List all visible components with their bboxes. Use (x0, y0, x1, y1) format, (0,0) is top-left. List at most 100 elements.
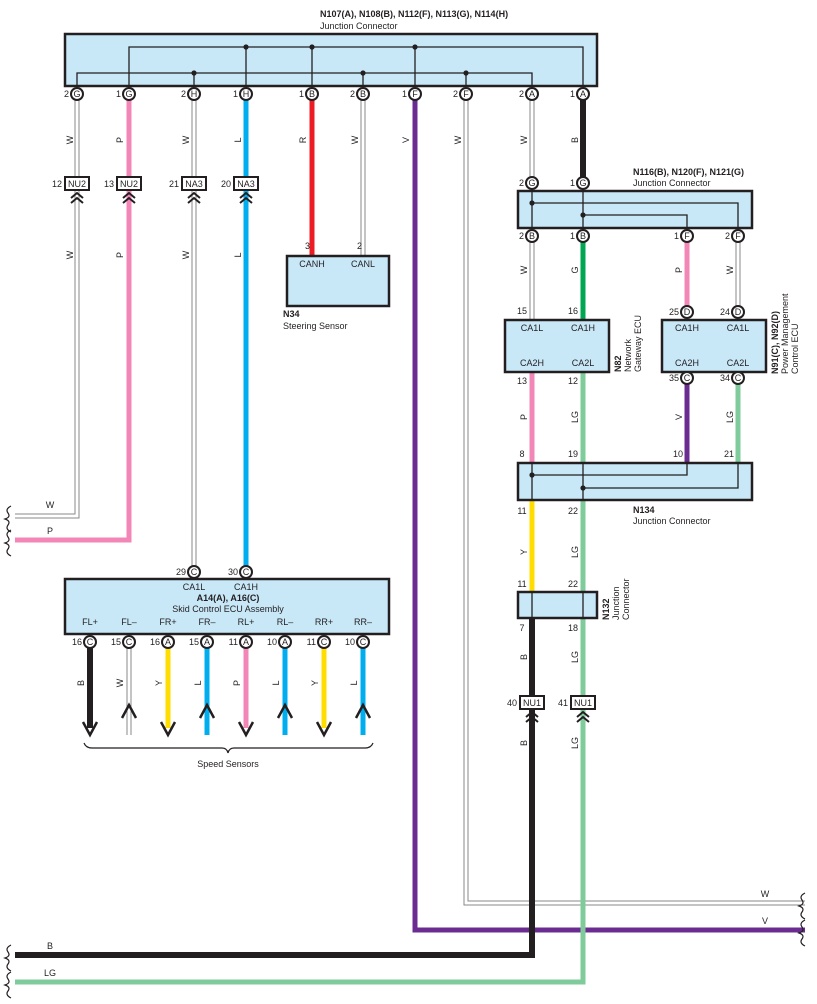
splice-dot (463, 70, 469, 76)
junction-connector-n134 (516, 461, 754, 502)
pin-terminal (731, 229, 745, 243)
wire-color-label: Y (310, 680, 320, 686)
inline-connector-number: 21 (169, 179, 179, 189)
connector-title: N134 (633, 505, 655, 515)
wire-color-label: W (519, 265, 529, 274)
wire-color-label: LG (725, 411, 735, 423)
pin-letter: F (412, 89, 418, 99)
pin-number: 18 (568, 623, 578, 633)
pin-name: FL– (121, 617, 137, 627)
pin-number: 3 (305, 241, 310, 251)
pin-terminal (305, 87, 319, 101)
pin-number: 2 (181, 89, 186, 99)
connector-subtitle: Junction (611, 586, 621, 620)
pin-name: FR+ (159, 617, 176, 627)
pin-letter: G (125, 89, 132, 99)
pin-terminal (122, 635, 136, 649)
pin-number: 13 (517, 376, 527, 386)
pin-letter: C (684, 373, 691, 383)
network-gateway-ecu-n82 (503, 318, 611, 374)
pin-name: CA1H (571, 323, 595, 333)
pin-letter: A (243, 637, 249, 647)
pin-name: RR– (354, 617, 372, 627)
pin-letter: H (243, 89, 250, 99)
splice-dot (529, 200, 535, 206)
pin-number: 16 (568, 306, 578, 316)
pin-number: 19 (568, 449, 578, 459)
pin-name: CA1L (727, 323, 750, 333)
pin-number: 1 (402, 89, 407, 99)
chevron-icon (187, 191, 201, 199)
wire-break-mark (3, 971, 12, 999)
connector-subtitle: Junction Connector (633, 516, 711, 526)
pin-terminal (356, 635, 370, 649)
inline-connector (570, 695, 596, 710)
pin-letter: B (529, 231, 535, 241)
pin-number: 2 (453, 89, 458, 99)
skid-control-ecu (63, 577, 391, 636)
component-subtitle: Power Management (780, 293, 790, 374)
connector-title: N116(B), N120(F), N121(G) (633, 167, 744, 177)
pin-name: CA2H (675, 358, 699, 368)
component-subtitle: Steering Sensor (283, 321, 348, 331)
splice-dot (243, 44, 249, 50)
wire-p-g1 (15, 100, 132, 543)
pin-letter: C (191, 567, 198, 577)
edge-label: V (762, 916, 768, 926)
internal-connection (532, 202, 739, 228)
wire-color-label: Y (154, 680, 164, 686)
wire-break-mark (797, 919, 806, 947)
inline-connector-name: NU1 (523, 698, 541, 708)
pin-terminal (239, 635, 253, 649)
pin-name: FL+ (82, 617, 98, 627)
internal-connection (583, 463, 739, 489)
pin-name: CANL (351, 259, 375, 269)
pin-terminal (70, 87, 84, 101)
splice-dot (309, 44, 315, 50)
wire-lg-nu1-41 (15, 618, 586, 985)
pin-number: 1 (116, 89, 121, 99)
pin-letter: G (528, 178, 535, 188)
wire-color-label: LG (570, 737, 580, 749)
arrow-up-icon (276, 702, 294, 719)
inline-connector (519, 695, 545, 710)
chevron-icon (70, 196, 84, 204)
pin-number: 22 (568, 579, 578, 589)
connector-title: N132 (601, 598, 611, 620)
pin-number: 2 (725, 231, 730, 241)
wire-break-mark (3, 944, 12, 972)
wire-w-f2-core (464, 100, 805, 905)
inline-connector-number: 13 (104, 179, 114, 189)
splice-dot (580, 212, 586, 218)
wire-break-mark (3, 529, 12, 557)
pin-number: 10 (673, 449, 683, 459)
pin-name: CA1H (234, 582, 258, 592)
pin-terminal (200, 635, 214, 649)
wire-color-label: W (453, 135, 463, 144)
inline-connector (116, 176, 142, 191)
wire-color-label: W (519, 135, 529, 144)
pin-number: 35 (669, 373, 679, 383)
pin-letter: F (735, 231, 741, 241)
pin-letter: C (360, 637, 367, 647)
steering-sensor-n34 (285, 254, 391, 308)
pin-letter: B (309, 89, 315, 99)
pin-number: 2 (64, 89, 69, 99)
pin-letter: B (580, 231, 586, 241)
pin-letter: C (126, 637, 133, 647)
pin-number: 10 (345, 637, 355, 647)
internal-connection (128, 46, 584, 86)
pin-name: RL– (277, 617, 294, 627)
pin-terminal (525, 87, 539, 101)
chevron-icon (122, 196, 136, 204)
pin-terminal (187, 87, 201, 101)
pin-name: CA2H (520, 358, 544, 368)
pin-letter: A (165, 637, 171, 647)
pin-name: RL+ (238, 617, 255, 627)
pin-number: 11 (229, 637, 238, 647)
component-subtitle: Skid Control ECU Assembly (172, 604, 284, 614)
pin-terminal (161, 635, 175, 649)
pin-letter: D (684, 307, 691, 317)
wire-color-label: B (519, 654, 529, 660)
